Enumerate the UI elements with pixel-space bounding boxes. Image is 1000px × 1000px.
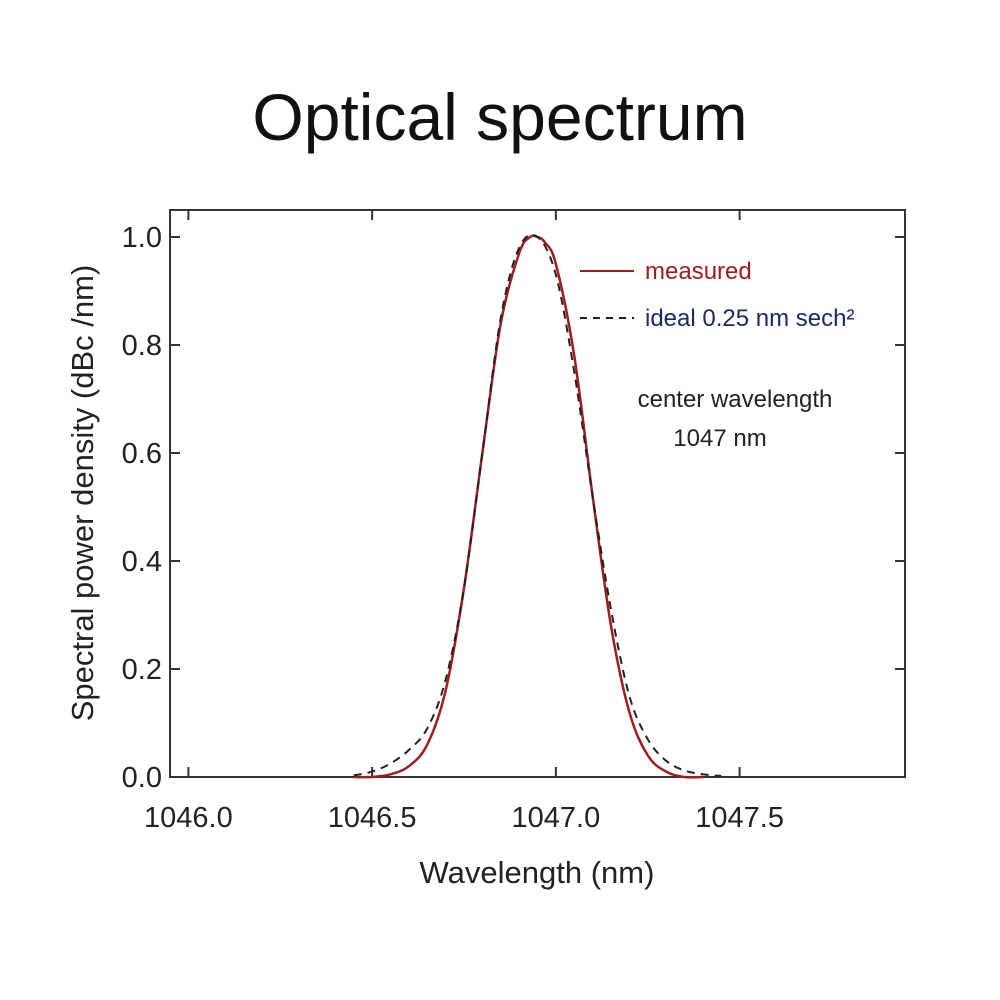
data-series [353,233,722,779]
x-tick-label: 1046.0 [144,802,233,834]
legend-label-measured: measured [645,258,752,285]
plot-frame [169,209,906,778]
chart-title: Optical spectrum [252,80,747,154]
x-tick-label: 1047.0 [512,802,601,834]
axis-ticks: 0.0 0.2 0.4 0.6 0.8 1.0 1046.0 1046.5 1047.0 1047… [122,210,905,834]
series-line-ideal [353,233,722,777]
y-tick-label: 0.2 [122,654,162,686]
annotation-center-value: 1047 nm [673,425,766,452]
legend: measured ideal 0.25 nm sech² [580,258,854,332]
x-tick-label: 1047.5 [695,802,784,834]
y-tick-label: 0.4 [122,546,162,578]
y-tick-label: 0.0 [122,762,162,794]
y-tick-label: 0.8 [122,330,162,362]
x-axis-label: Wavelength (nm) [420,855,655,890]
y-tick-label: 1.0 [122,222,162,254]
y-tick-label: 0.6 [122,438,162,470]
x-tick-label: 1046.5 [328,802,417,834]
legend-label-ideal: ideal 0.25 nm sech² [645,305,854,332]
y-axis-label: Spectral power density (dBc /nm) [65,265,100,722]
annotation-center-wavelength: center wavelength [638,386,833,413]
